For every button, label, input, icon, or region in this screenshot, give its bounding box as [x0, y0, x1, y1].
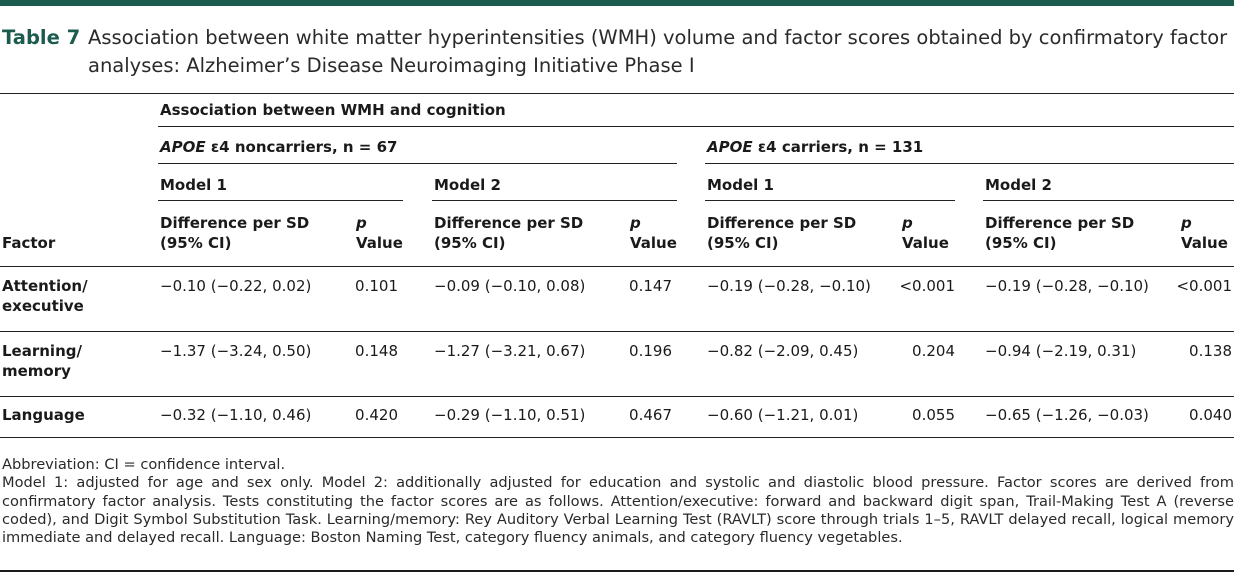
rule-nc-model2 — [432, 200, 677, 201]
apoe-gene-label: APOE — [707, 138, 753, 156]
bottom-rule — [0, 570, 1234, 572]
table-cell: −0.19 (−0.28, −0.10) — [707, 277, 871, 295]
p-value-header: p Value — [356, 214, 403, 252]
table-cell: <0.001 — [899, 277, 955, 295]
rule-nc-model1 — [158, 200, 403, 201]
diff-header: Difference per SD (95% CI) — [985, 214, 1135, 252]
table-cell: 0.196 — [629, 342, 672, 360]
table-cell: −0.32 (−1.10, 0.46) — [160, 406, 312, 424]
table-cell: 0.204 — [912, 342, 955, 360]
p-value-header: p Value — [1181, 214, 1228, 252]
diff-header: Difference per SD (95% CI) — [160, 214, 310, 252]
table-footnotes: Abbreviation: CI = confidence interval. … — [2, 456, 1234, 547]
abbreviation-note: Abbreviation: CI = confidence interval. — [2, 456, 286, 473]
noncarriers-header: APOE ε4 noncarriers, n = 67 — [160, 137, 397, 157]
table-cell: 0.147 — [629, 277, 672, 295]
c-model2-header: Model 2 — [985, 176, 1052, 194]
noncarriers-group-label: ε4 noncarriers, n = 67 — [205, 138, 398, 156]
spanning-header: Association between WMH and cognition — [160, 101, 506, 119]
rule-spanning — [158, 126, 1234, 127]
table-cell: −1.27 (−3.21, 0.67) — [434, 342, 586, 360]
top-accent-bar — [0, 0, 1234, 6]
table-cell: 0.420 — [355, 406, 398, 424]
carriers-header: APOE ε4 carriers, n = 131 — [707, 137, 923, 157]
c-model1-header: Model 1 — [707, 176, 774, 194]
factor-attention-executive: Attention/executive — [2, 277, 88, 315]
nc-model2-header: Model 2 — [434, 176, 501, 194]
rule-carriers — [705, 163, 1234, 164]
table-cell: −0.65 (−1.26, −0.03) — [985, 406, 1149, 424]
nc-model1-header: Model 1 — [160, 176, 227, 194]
table-cell: −0.60 (−1.21, 0.01) — [707, 406, 859, 424]
model-note: Model 1: adjusted for age and sex only. … — [2, 474, 1234, 547]
table-cell: 0.467 — [629, 406, 672, 424]
table-cell: <0.001 — [1176, 277, 1232, 295]
rule-header-bottom — [0, 266, 1234, 267]
table-cell: 0.148 — [355, 342, 398, 360]
table-cell: −0.19 (−0.28, −0.10) — [985, 277, 1149, 295]
table-cell: −0.10 (−0.22, 0.02) — [160, 277, 312, 295]
table-caption: Table 7 Association between white matter… — [2, 24, 1230, 80]
apoe-gene-label: APOE — [160, 138, 206, 156]
factor-language: Language — [2, 406, 85, 424]
table-cell: 0.138 — [1189, 342, 1232, 360]
rule-c-model1 — [705, 200, 955, 201]
diff-header: Difference per SD (95% CI) — [434, 214, 584, 252]
table-cell: −0.09 (−0.10, 0.08) — [434, 277, 586, 295]
p-value-header: p Value — [630, 214, 677, 252]
table-label: Table 7 — [2, 26, 81, 49]
rule-row-1 — [0, 331, 1234, 332]
table-cell: −0.29 (−1.10, 0.51) — [434, 406, 586, 424]
table-cell: −0.94 (−2.19, 0.31) — [985, 342, 1137, 360]
table-title: Association between white matter hyperin… — [88, 26, 1228, 77]
table-cell: 0.055 — [912, 406, 955, 424]
p-value-header: p Value — [902, 214, 949, 252]
table-cell: 0.040 — [1189, 406, 1232, 424]
rule-top — [0, 93, 1234, 94]
factor-column-header: Factor — [2, 234, 56, 252]
table-cell: −0.82 (−2.09, 0.45) — [707, 342, 859, 360]
rule-noncarriers — [158, 163, 677, 164]
rule-row-2 — [0, 396, 1234, 397]
rule-c-model2 — [983, 200, 1234, 201]
table-cell: −1.37 (−3.24, 0.50) — [160, 342, 312, 360]
carriers-group-label: ε4 carriers, n = 131 — [752, 138, 924, 156]
rule-row-3 — [0, 437, 1234, 438]
table-cell: 0.101 — [355, 277, 398, 295]
diff-header: Difference per SD (95% CI) — [707, 214, 857, 252]
factor-learning-memory: Learning/memory — [2, 342, 82, 380]
